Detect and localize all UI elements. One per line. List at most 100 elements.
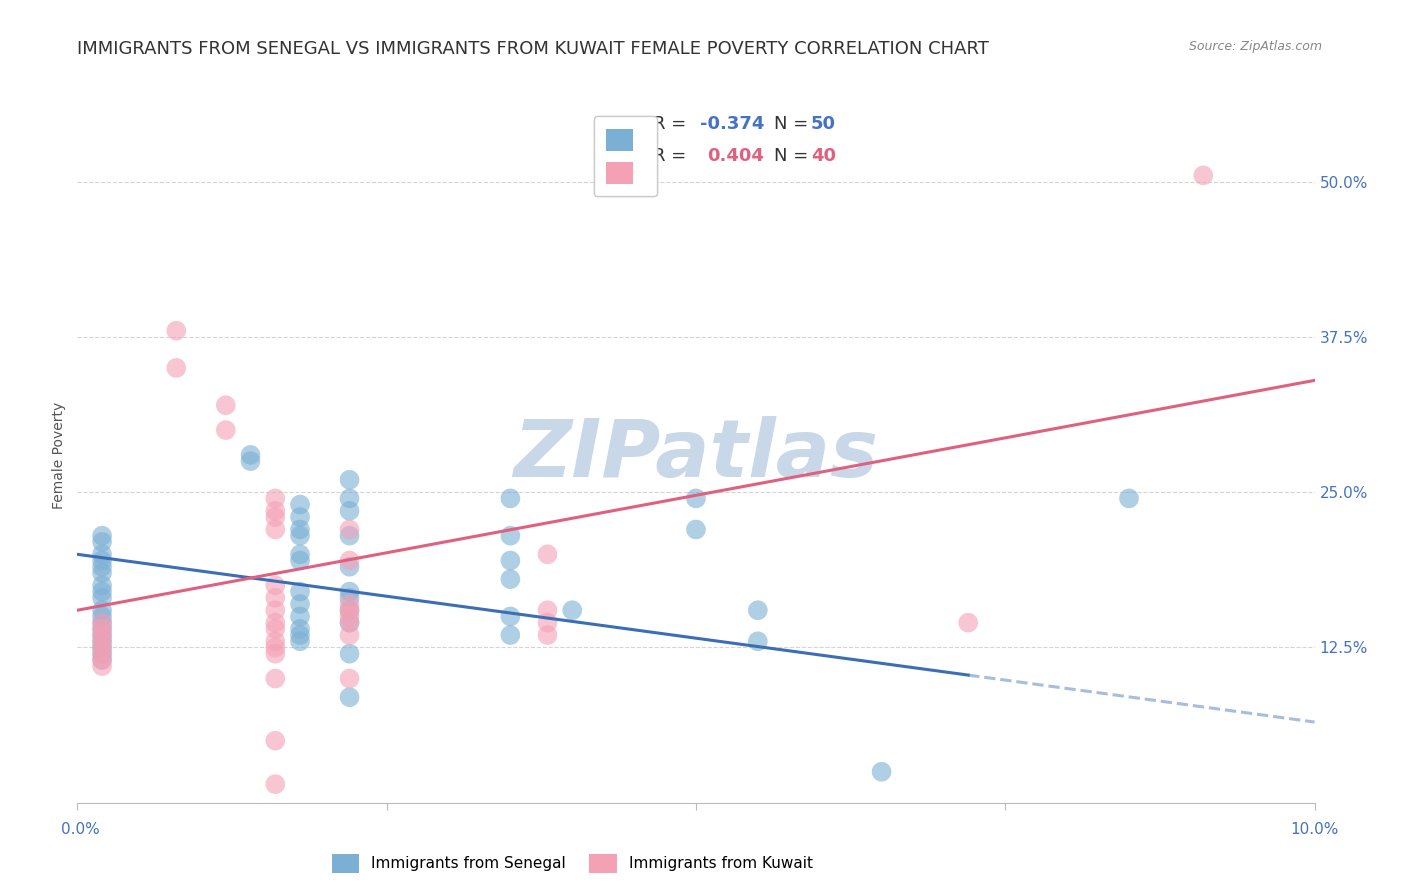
Point [91,628,114,642]
Point [91,553,114,567]
Point [536,547,558,561]
Point [339,584,361,599]
Point [264,591,287,605]
Point [499,628,522,642]
Point [264,622,287,636]
Point [91,628,114,642]
Point [288,622,311,636]
Point [288,498,311,512]
Point [91,640,114,655]
Point [91,647,114,661]
Point [339,597,361,611]
Text: N =: N = [773,147,814,165]
Point [264,777,287,791]
Point [339,529,361,543]
Point [339,615,361,630]
Point [339,473,361,487]
Point [91,547,114,561]
Point [264,510,287,524]
Point [870,764,893,779]
Point [339,523,361,537]
Point [239,448,262,462]
Point [339,628,361,642]
Point [685,491,707,506]
Point [339,603,361,617]
Point [1118,491,1140,506]
Point [91,653,114,667]
Point [339,690,361,705]
Point [957,615,980,630]
Point [339,559,361,574]
Point [339,609,361,624]
Point [561,603,583,617]
Point [685,523,707,537]
Point [91,566,114,580]
Point [288,523,311,537]
Text: 0.0%: 0.0% [60,822,100,837]
Point [264,578,287,592]
Point [339,647,361,661]
Text: ZIPatlas: ZIPatlas [513,416,879,494]
Point [288,628,311,642]
Point [91,529,114,543]
Point [215,423,238,437]
Point [264,634,287,648]
Text: 40: 40 [811,147,837,165]
Point [288,553,311,567]
Point [91,647,114,661]
Point [288,547,311,561]
Point [91,634,114,648]
Point [264,640,287,655]
Point [288,597,311,611]
Point [536,615,558,630]
Point [339,553,361,567]
Point [264,491,287,506]
Text: 0.404: 0.404 [707,147,763,165]
Point [264,647,287,661]
Point [91,615,114,630]
Y-axis label: Female Poverty: Female Poverty [52,401,66,508]
Point [264,615,287,630]
Point [91,578,114,592]
Point [91,634,114,648]
Point [264,523,287,537]
Point [91,622,114,636]
Point [339,591,361,605]
Point [91,609,114,624]
Text: IMMIGRANTS FROM SENEGAL VS IMMIGRANTS FROM KUWAIT FEMALE POVERTY CORRELATION CHA: IMMIGRANTS FROM SENEGAL VS IMMIGRANTS FR… [77,40,990,58]
Point [165,361,187,376]
Point [215,398,238,412]
Point [91,591,114,605]
Point [288,510,311,524]
Point [339,491,361,506]
Point [91,622,114,636]
Point [536,603,558,617]
Legend: , : , [593,116,657,196]
Point [499,529,522,543]
Point [264,733,287,747]
Point [1192,169,1215,183]
Point [747,634,769,648]
Text: -0.374: -0.374 [700,115,763,134]
Point [91,640,114,655]
Point [264,603,287,617]
Point [264,504,287,518]
Text: 50: 50 [811,115,837,134]
Text: Source: ZipAtlas.com: Source: ZipAtlas.com [1188,40,1322,54]
Point [239,454,262,468]
Text: R =: R = [652,115,692,134]
Point [288,584,311,599]
Point [91,559,114,574]
Point [499,572,522,586]
Point [536,628,558,642]
Point [91,615,114,630]
Point [339,672,361,686]
Text: R =: R = [652,147,692,165]
Point [339,615,361,630]
Point [499,491,522,506]
Point [288,609,311,624]
Point [91,603,114,617]
Point [91,659,114,673]
Text: N =: N = [773,115,814,134]
Text: 10.0%: 10.0% [1291,822,1339,837]
